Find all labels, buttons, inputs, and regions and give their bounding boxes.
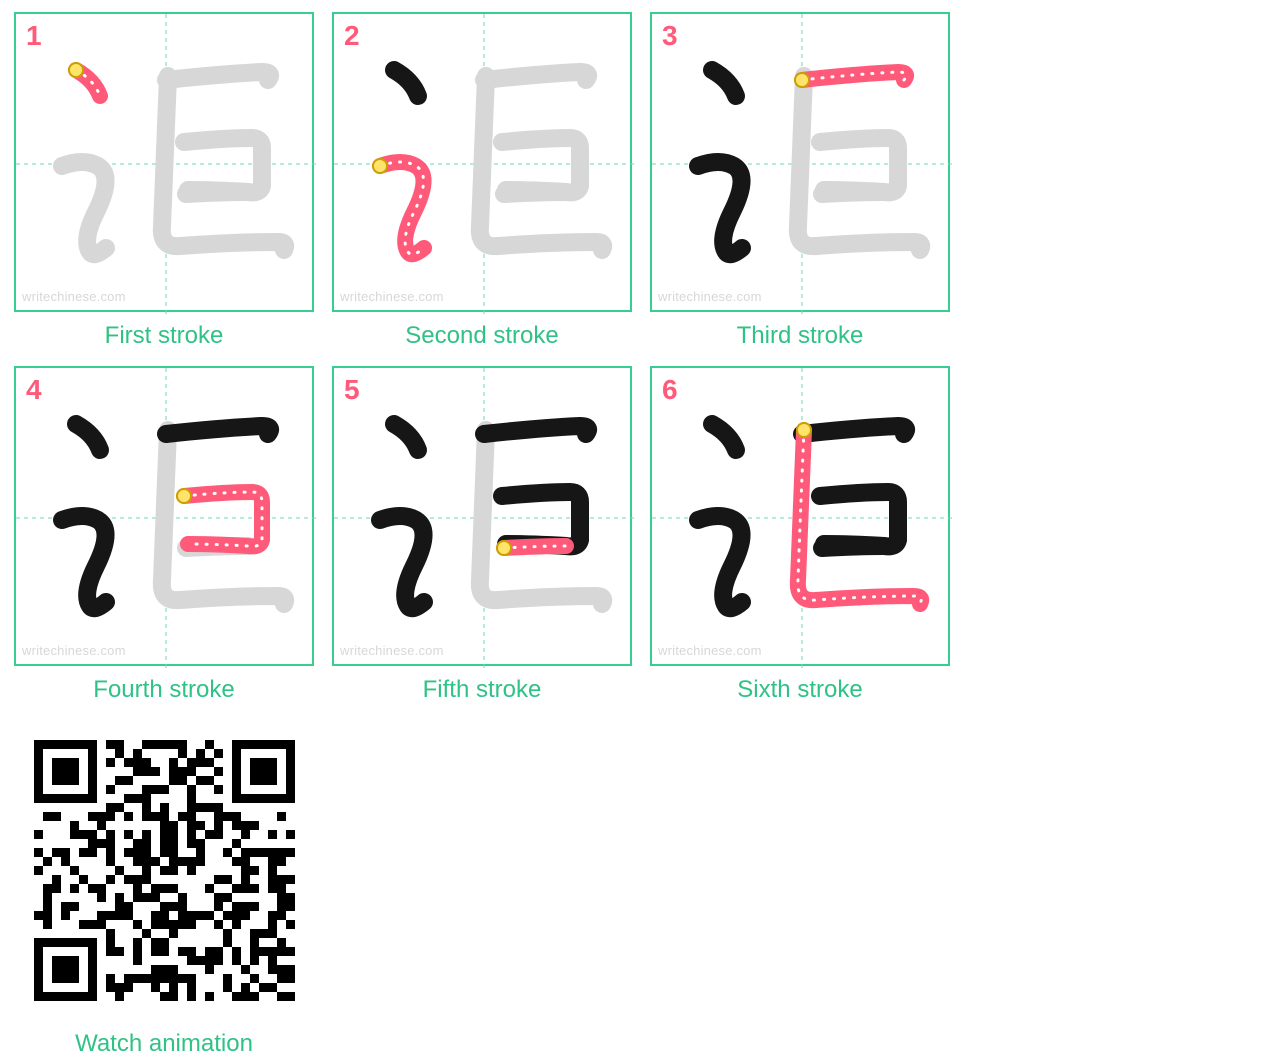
panel-caption: Fifth stroke: [423, 676, 542, 704]
character-svg: [334, 14, 634, 314]
stroke-order-grid: 1 writechinese.com First stroke 2 writechine…: [14, 12, 1266, 1058]
panel-box: 4 writechinese.com: [14, 366, 314, 666]
watermark: writechinese.com: [658, 289, 762, 304]
character-svg: [652, 14, 952, 314]
qr-cell: Watch animation: [14, 720, 314, 1058]
character-svg: [16, 14, 316, 314]
panel-box: 6 writechinese.com: [650, 366, 950, 666]
panel-caption: Third stroke: [737, 322, 864, 350]
watermark: writechinese.com: [340, 643, 444, 658]
watermark: writechinese.com: [658, 643, 762, 658]
watermark: writechinese.com: [340, 289, 444, 304]
panel-box: 1 writechinese.com: [14, 12, 314, 312]
stroke-panel-5: 5 writechinese.com Fifth stroke: [332, 366, 632, 704]
stroke-panel-2: 2 writechinese.com Second stroke: [332, 12, 632, 350]
character-svg: [652, 368, 952, 668]
panel-box: 5 writechinese.com: [332, 366, 632, 666]
stroke-panel-3: 3 writechinese.com Third stroke: [650, 12, 950, 350]
panel-caption: Sixth stroke: [737, 676, 862, 704]
qr-panel: [14, 720, 314, 1020]
qr-caption: Watch animation: [75, 1030, 253, 1058]
stroke-panel-6: 6 writechinese.com Sixth stroke: [650, 366, 950, 704]
character-svg: [16, 368, 316, 668]
stroke-number: 3: [662, 20, 678, 52]
panel-caption: Fourth stroke: [93, 676, 234, 704]
stroke-number: 4: [26, 374, 42, 406]
panel-caption: First stroke: [105, 322, 224, 350]
panel-box: 3 writechinese.com: [650, 12, 950, 312]
stroke-number: 2: [344, 20, 360, 52]
stroke-number: 1: [26, 20, 42, 52]
stroke-panel-4: 4 writechinese.com Fourth stroke: [14, 366, 314, 704]
watermark: writechinese.com: [22, 289, 126, 304]
character-svg: [334, 368, 634, 668]
panel-caption: Second stroke: [405, 322, 558, 350]
stroke-number: 6: [662, 374, 678, 406]
stroke-number: 5: [344, 374, 360, 406]
panel-box: 2 writechinese.com: [332, 12, 632, 312]
stroke-panel-1: 1 writechinese.com First stroke: [14, 12, 314, 350]
watermark: writechinese.com: [22, 643, 126, 658]
qr-code[interactable]: [34, 740, 295, 1001]
